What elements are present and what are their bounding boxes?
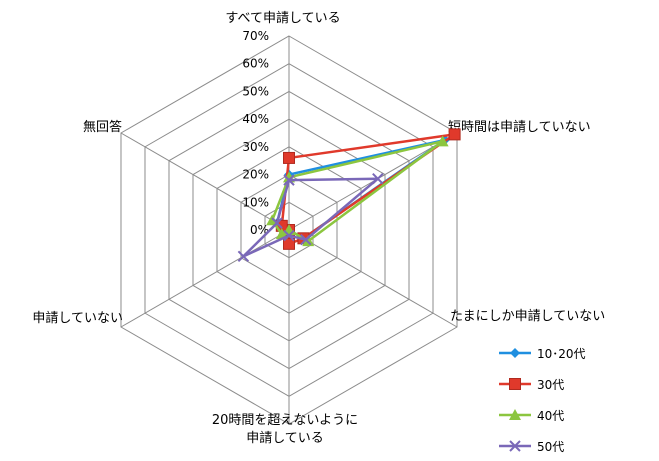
legend-marker — [509, 440, 521, 452]
axis-line — [120, 229, 290, 328]
legend-label: 10･20代 — [537, 347, 586, 361]
data-point — [283, 229, 295, 242]
tick-label: 70% — [242, 29, 269, 43]
legend-item: 50代 — [499, 440, 564, 454]
data-point — [436, 135, 449, 147]
axis-label: 申請している — [246, 431, 324, 446]
legend-item: 40代 — [499, 409, 564, 423]
data-point — [237, 250, 250, 263]
axis-label: 短時間は申請していない — [448, 120, 591, 135]
axis-line — [288, 229, 458, 328]
axis-label: 申請していない — [32, 311, 123, 326]
data-point — [302, 235, 315, 247]
data-point — [300, 233, 312, 246]
data-point — [271, 217, 283, 229]
legend-label: 50代 — [537, 440, 564, 454]
tick-label: 0% — [250, 223, 269, 237]
data-point — [448, 128, 461, 141]
data-point — [372, 173, 384, 185]
data-point — [283, 174, 295, 186]
tick-label: 10% — [242, 195, 269, 209]
legend-item: 30代 — [499, 378, 564, 392]
tick-label: 50% — [242, 84, 269, 98]
legend-marker — [509, 409, 521, 420]
series-4 — [237, 173, 384, 263]
data-point — [283, 151, 295, 164]
legend-marker — [509, 378, 521, 390]
legend-label: 40代 — [537, 409, 564, 423]
tick-label: 60% — [242, 57, 269, 71]
legend-marker — [510, 348, 520, 358]
legend: 10･20代 30代 40代 50代 — [499, 347, 586, 454]
axis-label: すべて申請している — [225, 11, 340, 26]
axis-label: 20時間を超えないように — [212, 413, 358, 428]
tick-label: 40% — [242, 112, 269, 126]
series-group — [237, 128, 461, 263]
legend-label: 30代 — [537, 378, 564, 392]
tick-labels: 0% 10% 20% 30% 40% 50% 60% 70% — [242, 29, 269, 237]
axis-line — [120, 132, 290, 231]
axis-label: 無回答 — [83, 119, 122, 135]
data-point — [283, 237, 295, 250]
tick-label: 30% — [242, 140, 269, 154]
legend-item: 10･20代 — [499, 347, 586, 361]
axis-label: たまにしか申請していない — [450, 309, 605, 324]
tick-label: 20% — [242, 168, 269, 182]
